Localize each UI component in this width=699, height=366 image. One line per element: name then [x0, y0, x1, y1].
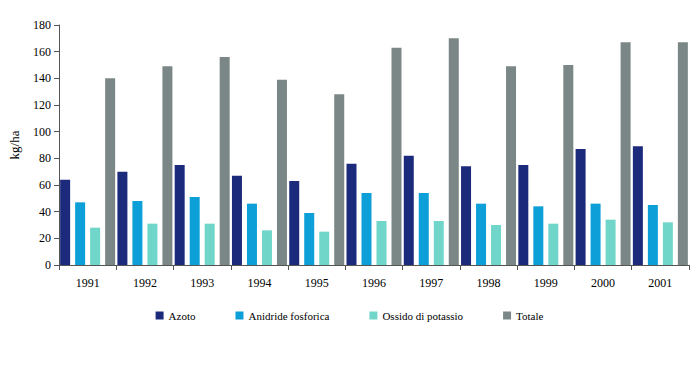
svg-text:Totale: Totale — [516, 310, 543, 322]
svg-text:0: 0 — [45, 258, 51, 272]
svg-text:60: 60 — [39, 178, 51, 192]
svg-text:40: 40 — [39, 205, 51, 219]
svg-text:120: 120 — [33, 98, 51, 112]
svg-text:80: 80 — [39, 151, 51, 165]
svg-text:2000: 2000 — [591, 276, 615, 290]
svg-text:kg/ha: kg/ha — [7, 130, 22, 159]
svg-text:100: 100 — [33, 125, 51, 139]
svg-text:140: 140 — [33, 71, 51, 85]
svg-text:1992: 1992 — [133, 276, 157, 290]
svg-text:1994: 1994 — [247, 276, 271, 290]
svg-text:Ossido di potassio: Ossido di potassio — [382, 310, 463, 322]
svg-text:Anidride fosforica: Anidride fosforica — [248, 310, 329, 322]
svg-text:160: 160 — [33, 45, 51, 59]
svg-text:1995: 1995 — [305, 276, 329, 290]
svg-text:1998: 1998 — [477, 276, 501, 290]
svg-text:1991: 1991 — [76, 276, 100, 290]
svg-text:180: 180 — [33, 18, 51, 32]
svg-text:1999: 1999 — [534, 276, 558, 290]
svg-text:20: 20 — [39, 231, 51, 245]
svg-text:2001: 2001 — [648, 276, 672, 290]
svg-text:1997: 1997 — [419, 276, 443, 290]
svg-text:Azoto: Azoto — [169, 310, 196, 322]
svg-text:1996: 1996 — [362, 276, 386, 290]
svg-text:1993: 1993 — [190, 276, 214, 290]
